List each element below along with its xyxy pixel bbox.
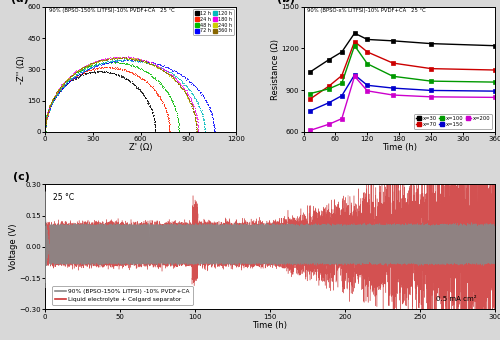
- Y-axis label: Resistance (Ω): Resistance (Ω): [271, 39, 280, 100]
- Legend: 12 h, 24 h, 48 h, 72 h, 120 h, 180 h, 240 h, 360 h: 12 h, 24 h, 48 h, 72 h, 120 h, 180 h, 24…: [192, 9, 234, 35]
- Text: (c): (c): [14, 172, 30, 182]
- Text: 0.5 mA cm²: 0.5 mA cm²: [436, 296, 477, 302]
- Text: 90% (BPSO-x% LiTFSI)-10% PVDF+CA   25 °C: 90% (BPSO-x% LiTFSI)-10% PVDF+CA 25 °C: [308, 8, 426, 13]
- X-axis label: Z' (Ω): Z' (Ω): [129, 143, 152, 152]
- Text: (b): (b): [276, 0, 295, 4]
- Legend: x=30, x=70, x=100, x=150, x=200: x=30, x=70, x=100, x=150, x=200: [414, 114, 492, 129]
- X-axis label: Time (h): Time (h): [252, 321, 288, 330]
- Legend: 90% (BPSO-150% LiTFSI) -10% PVDF+CA, Liquid electrolyte + Celgard separator: 90% (BPSO-150% LiTFSI) -10% PVDF+CA, Liq…: [52, 286, 192, 305]
- Text: 90% (BPSO-150% LiTFSI)-10% PVDF+CA   25 °C: 90% (BPSO-150% LiTFSI)-10% PVDF+CA 25 °C: [49, 8, 174, 13]
- Text: (a): (a): [10, 0, 29, 4]
- Y-axis label: -Z'' (Ω): -Z'' (Ω): [17, 55, 26, 84]
- X-axis label: Time (h): Time (h): [382, 143, 417, 152]
- Text: 25 °C: 25 °C: [53, 193, 74, 202]
- Y-axis label: Voltage (V): Voltage (V): [9, 224, 18, 270]
